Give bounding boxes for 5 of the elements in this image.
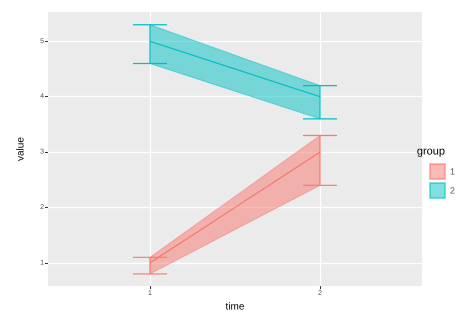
y-axis-title: value (16, 136, 26, 162)
legend-label: 1 (450, 166, 456, 176)
legend-title: group (416, 146, 446, 158)
legend-label: 2 (450, 186, 456, 196)
x-axis-title: time (226, 302, 245, 312)
